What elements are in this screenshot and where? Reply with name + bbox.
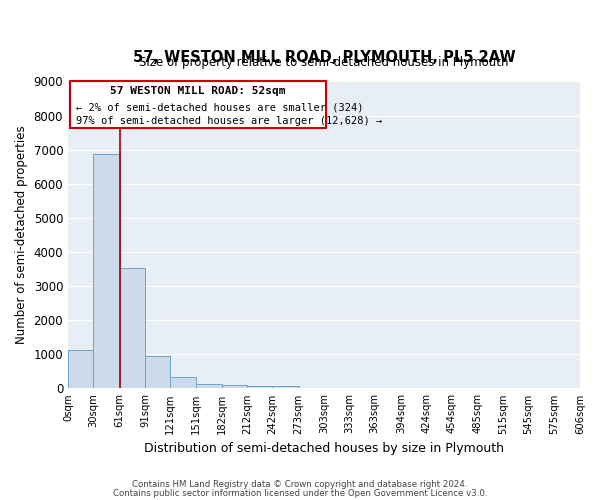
Bar: [170, 377, 196, 388]
Bar: [145, 356, 170, 388]
Text: Contains HM Land Registry data © Crown copyright and database right 2024.: Contains HM Land Registry data © Crown c…: [132, 480, 468, 489]
Bar: [119, 268, 145, 388]
X-axis label: Distribution of semi-detached houses by size in Plymouth: Distribution of semi-detached houses by …: [144, 442, 504, 455]
FancyBboxPatch shape: [70, 82, 326, 128]
Bar: [247, 386, 272, 388]
Bar: [222, 385, 247, 388]
Text: ← 2% of semi-detached houses are smaller (324): ← 2% of semi-detached houses are smaller…: [76, 102, 364, 113]
Text: 97% of semi-detached houses are larger (12,628) →: 97% of semi-detached houses are larger (…: [76, 116, 383, 126]
Bar: [68, 350, 94, 389]
Text: Contains public sector information licensed under the Open Government Licence v3: Contains public sector information licen…: [113, 490, 487, 498]
Bar: [94, 154, 119, 388]
Y-axis label: Number of semi-detached properties: Number of semi-detached properties: [15, 126, 28, 344]
Text: 57 WESTON MILL ROAD: 52sqm: 57 WESTON MILL ROAD: 52sqm: [110, 86, 286, 96]
Bar: [272, 386, 299, 388]
Text: Size of property relative to semi-detached houses in Plymouth: Size of property relative to semi-detach…: [139, 56, 509, 69]
Bar: [196, 384, 222, 388]
Title: 57, WESTON MILL ROAD, PLYMOUTH, PL5 2AW: 57, WESTON MILL ROAD, PLYMOUTH, PL5 2AW: [133, 50, 515, 65]
